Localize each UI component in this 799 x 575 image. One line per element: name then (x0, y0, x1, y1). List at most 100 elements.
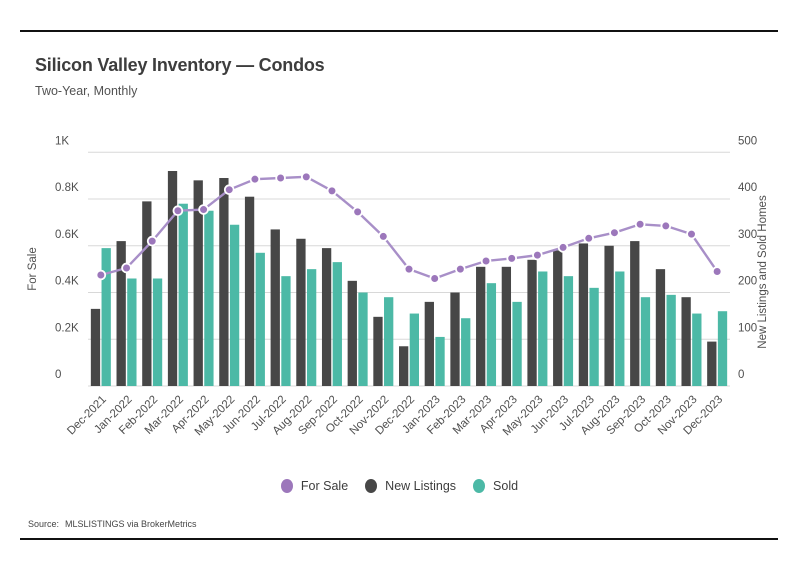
svg-text:1K: 1K (55, 135, 69, 147)
line-point (455, 263, 466, 275)
bar (553, 250, 563, 386)
svg-text:300: 300 (738, 229, 757, 241)
x-axis-labels: Dec-2021Jan-2022Feb-2022Mar-2022Apr-2022… (65, 394, 725, 439)
svg-text:100: 100 (738, 322, 757, 334)
bar (604, 245, 614, 386)
bar (717, 311, 728, 386)
bar (384, 297, 394, 386)
svg-text:0.6K: 0.6K (55, 229, 79, 241)
bar (538, 271, 548, 386)
line-point (583, 233, 595, 244)
chart-legend: For Sale New Listings Sold (0, 479, 799, 493)
legend-label: New Listings (385, 479, 457, 493)
bar (193, 180, 203, 386)
line-point (198, 204, 209, 215)
bar (142, 201, 152, 386)
line-point (660, 220, 672, 232)
svg-text:0.4K: 0.4K (55, 276, 79, 288)
left-axis-title: For Sale (27, 247, 39, 290)
new-listings-dot-icon (365, 479, 378, 493)
line-point (352, 206, 363, 218)
for-sale-line (95, 171, 723, 284)
line-point (95, 269, 107, 281)
bar (399, 346, 409, 386)
line-point (609, 227, 620, 238)
line-point (146, 235, 158, 247)
bar (281, 276, 291, 386)
line-point (686, 228, 697, 240)
line-point (557, 242, 569, 253)
bar (655, 269, 666, 386)
for-sale-dot-icon (280, 479, 293, 493)
bar (90, 308, 101, 386)
line-point (634, 218, 646, 230)
line-point (249, 173, 261, 185)
source-label: Source: (28, 519, 60, 529)
bar (435, 336, 445, 386)
svg-text:0.8K: 0.8K (55, 182, 79, 194)
bar (306, 269, 317, 386)
line-point (378, 231, 389, 242)
line-point (300, 171, 312, 183)
page-subtitle: Two-Year, Monthly (35, 84, 138, 98)
legend-label: Sold (493, 479, 519, 493)
bars-new-listings (90, 170, 717, 386)
legend-label: For Sale (300, 479, 349, 493)
line-point (172, 205, 184, 217)
bar (527, 259, 537, 386)
line-point (223, 184, 235, 195)
bar (244, 196, 255, 386)
bar (152, 278, 163, 386)
line-point (326, 185, 338, 197)
page-title: Silicon Valley Inventory — Condos (35, 55, 325, 75)
bar (270, 229, 280, 386)
bar (167, 170, 178, 386)
bar (358, 292, 368, 386)
right-axis-tick-labels: 500 400 300 200 100 0 (738, 135, 757, 381)
source-value: MLSLISTINGS via BrokerMetrics (65, 519, 197, 529)
source-note: Source: MLSLISTINGS via BrokerMetrics (28, 519, 197, 529)
svg-text:500: 500 (738, 135, 757, 147)
bar (116, 241, 126, 386)
line-point (532, 249, 543, 261)
bar (204, 210, 214, 386)
bar (563, 276, 574, 386)
bar (332, 262, 342, 386)
bar (424, 301, 434, 386)
line-path (100, 175, 719, 280)
line-point (429, 273, 440, 284)
bar (501, 266, 512, 386)
bar (681, 297, 691, 386)
bar (461, 318, 471, 386)
bar (178, 203, 188, 386)
line-point (480, 255, 492, 267)
bar (640, 297, 651, 386)
bar (476, 266, 486, 386)
bar (219, 178, 229, 386)
bar (127, 278, 137, 386)
bar (450, 292, 460, 386)
legend-item-sold: Sold (473, 479, 518, 493)
left-axis-tick-labels: 1K 0.8K 0.6K 0.4K 0.2K 0 (55, 135, 79, 381)
bar (666, 294, 676, 386)
line-point (711, 266, 723, 277)
legend-item-new-listings: New Listings (365, 479, 456, 493)
bars-sold (101, 203, 728, 386)
line-point (403, 263, 415, 275)
bar (630, 241, 640, 386)
bar (589, 287, 599, 386)
bar (578, 243, 589, 386)
bar (101, 248, 111, 386)
svg-text:0.2K: 0.2K (55, 322, 79, 334)
svg-text:400: 400 (738, 182, 757, 194)
sold-dot-icon (473, 479, 486, 493)
bar (692, 313, 702, 386)
bar (512, 301, 522, 386)
bar (409, 313, 419, 386)
bar (347, 280, 357, 386)
line-point (275, 172, 286, 184)
bar (296, 238, 306, 386)
bar (255, 252, 265, 386)
bar (486, 283, 497, 386)
